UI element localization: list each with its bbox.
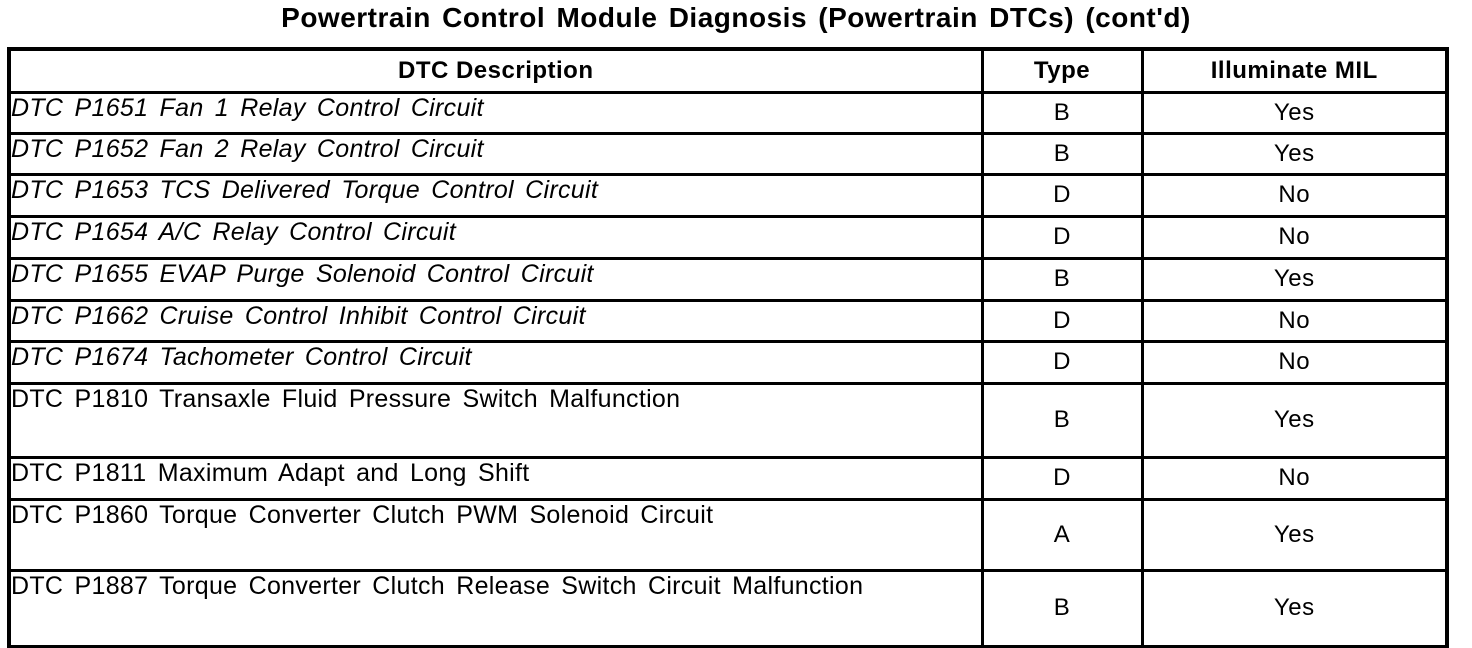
dtc-description-cell: DTC P1860 Torque Converter Clutch PWM So… — [7, 497, 984, 572]
dtc-description-cell: DTC P1654 A/C Relay Control Circuit — [7, 214, 984, 260]
dtc-description-cell: DTC P1674 Tachometer Control Circuit — [7, 339, 984, 385]
dtc-description-cell: DTC P1811 Maximum Adapt and Long Shift — [7, 455, 984, 501]
table-row: DTC P1655 EVAP Purge Solenoid Control Ci… — [7, 256, 1449, 302]
dtc-mil-cell: No — [1140, 172, 1449, 218]
dtc-mil-cell: Yes — [1140, 90, 1449, 135]
dtc-mil-cell: No — [1140, 298, 1449, 343]
header-dtc-description: DTC Description — [7, 47, 984, 94]
dtc-type-cell: D — [980, 172, 1144, 218]
header-type: Type — [980, 47, 1144, 94]
dtc-table: DTC Description Type Illuminate MIL DTC … — [7, 47, 1449, 648]
page-title: Powertrain Control Module Diagnosis (Pow… — [281, 2, 1191, 33]
table-row: DTC P1674 Tachometer Control Circuit D N… — [7, 339, 1449, 385]
header-illuminate-mil: Illuminate MIL — [1140, 47, 1449, 94]
dtc-type-cell: B — [980, 256, 1144, 302]
dtc-description-cell: DTC P1653 TCS Delivered Torque Control C… — [7, 172, 984, 218]
dtc-mil-cell: Yes — [1140, 256, 1449, 302]
dtc-description-cell: DTC P1887 Torque Converter Clutch Releas… — [7, 568, 984, 648]
dtc-type-cell: B — [980, 90, 1144, 135]
table-row: DTC P1887 Torque Converter Clutch Releas… — [7, 568, 1449, 648]
table-header-row: DTC Description Type Illuminate MIL — [7, 47, 1449, 94]
table-row: DTC P1653 TCS Delivered Torque Control C… — [7, 172, 1449, 218]
dtc-mil-cell: No — [1140, 339, 1449, 385]
dtc-mil-cell: Yes — [1140, 381, 1449, 459]
table-row: DTC P1651 Fan 1 Relay Control Circuit B … — [7, 90, 1449, 135]
dtc-type-cell: D — [980, 298, 1144, 343]
table-row: DTC P1811 Maximum Adapt and Long Shift D… — [7, 455, 1449, 501]
dtc-type-cell: D — [980, 214, 1144, 260]
table-row: DTC P1860 Torque Converter Clutch PWM So… — [7, 497, 1449, 572]
dtc-type-cell: D — [980, 455, 1144, 501]
dtc-mil-cell: Yes — [1140, 497, 1449, 572]
dtc-type-cell: B — [980, 131, 1144, 176]
dtc-description-cell: DTC P1651 Fan 1 Relay Control Circuit — [7, 90, 984, 135]
dtc-type-cell: A — [980, 497, 1144, 572]
dtc-mil-cell: No — [1140, 455, 1449, 501]
dtc-type-cell: D — [980, 339, 1144, 385]
dtc-mil-cell: Yes — [1140, 131, 1449, 176]
dtc-type-cell: B — [980, 568, 1144, 648]
table-row: DTC P1810 Transaxle Fluid Pressure Switc… — [7, 381, 1449, 459]
dtc-description-cell: DTC P1662 Cruise Control Inhibit Control… — [7, 298, 984, 343]
dtc-mil-cell: Yes — [1140, 568, 1449, 648]
dtc-description-cell: DTC P1655 EVAP Purge Solenoid Control Ci… — [7, 256, 984, 302]
table-row: DTC P1662 Cruise Control Inhibit Control… — [7, 298, 1449, 343]
dtc-type-cell: B — [980, 381, 1144, 459]
table-row: DTC P1654 A/C Relay Control Circuit D No — [7, 214, 1449, 260]
table-row: DTC P1652 Fan 2 Relay Control Circuit B … — [7, 131, 1449, 176]
dtc-description-cell: DTC P1810 Transaxle Fluid Pressure Switc… — [7, 381, 984, 459]
dtc-mil-cell: No — [1140, 214, 1449, 260]
dtc-description-cell: DTC P1652 Fan 2 Relay Control Circuit — [7, 131, 984, 176]
